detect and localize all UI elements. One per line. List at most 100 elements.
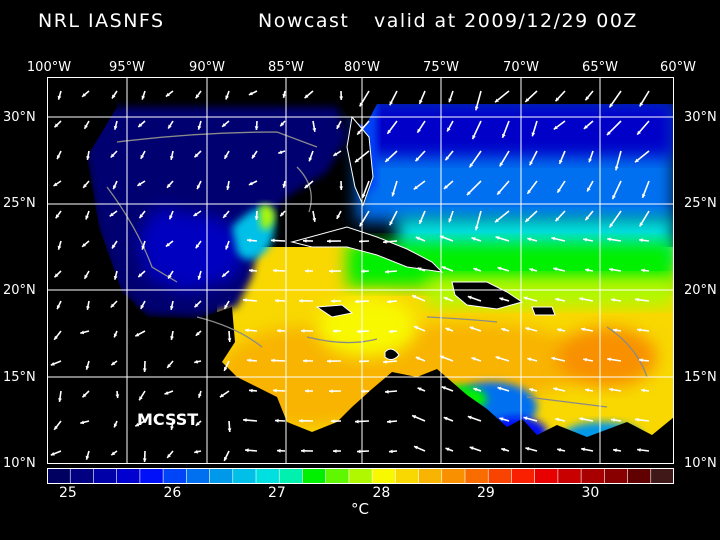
colorbar-swatch — [650, 468, 674, 484]
current-arrowhead — [389, 221, 393, 226]
current-arrowhead — [329, 269, 333, 274]
current-arrowhead — [275, 298, 279, 303]
current-arrowhead — [529, 388, 534, 392]
current-arrowhead — [499, 162, 504, 167]
current-arrowhead — [282, 184, 287, 188]
current-arrowhead — [359, 222, 364, 227]
current-arrowhead — [83, 184, 87, 188]
current-arrowhead — [607, 357, 611, 362]
current-arrowhead — [448, 218, 452, 223]
current-arrowhead — [196, 185, 201, 190]
current-arrowhead — [529, 161, 533, 166]
colorbar-swatch — [487, 468, 513, 484]
isobath-contours — [106, 131, 648, 408]
current-arrowhead — [385, 269, 389, 274]
current-arrowhead — [115, 394, 120, 398]
current-arrowhead — [497, 386, 502, 391]
current-arrowhead — [139, 396, 143, 401]
lat-label-left-25n: 25°N — [3, 196, 36, 211]
current-arrowhead — [248, 181, 253, 186]
colorbar-swatch — [604, 468, 629, 484]
current-arrowhead — [224, 304, 228, 309]
current-arrowhead — [312, 128, 317, 132]
north-america — [47, 77, 674, 127]
lat-lon-grid — [47, 77, 674, 464]
lat-label-right-15n: 15°N — [684, 370, 717, 385]
sst-field — [87, 102, 674, 464]
current-arrowhead — [387, 419, 391, 424]
islas-cayman — [384, 348, 400, 361]
current-arrowhead — [195, 331, 200, 336]
current-arrowhead — [443, 416, 448, 421]
current-arrowhead — [391, 192, 396, 197]
colorbar-swatch — [93, 468, 118, 484]
current-arrowhead — [329, 389, 333, 394]
current-arrowhead — [273, 268, 277, 273]
current-arrowhead — [613, 328, 617, 333]
current-arrowhead — [56, 305, 61, 310]
current-arrowhead — [82, 93, 86, 97]
current-arrowhead — [336, 214, 341, 219]
current-arrowhead — [245, 328, 249, 333]
current-arrowhead — [414, 325, 418, 330]
current-arrowhead — [254, 216, 259, 220]
current-arrowhead — [195, 94, 200, 99]
lat-label-right-30n: 30°N — [684, 110, 717, 125]
sst-map — [47, 77, 674, 464]
current-arrowhead — [523, 416, 528, 421]
current-arrowhead — [301, 448, 305, 453]
current-arrowhead — [224, 456, 228, 461]
current-vectors — [50, 90, 650, 463]
current-arrowhead — [54, 425, 58, 430]
current-arrowhead — [609, 103, 614, 108]
current-arrowhead — [194, 303, 199, 308]
lat-label-right-25n: 25°N — [684, 196, 717, 211]
current-arrowhead — [639, 222, 644, 227]
current-arrowhead — [355, 419, 359, 424]
current-arrowhead — [419, 219, 423, 224]
colorbar-label: 27 — [267, 485, 286, 501]
current-arrowhead — [443, 185, 448, 189]
current-arrowhead — [135, 422, 140, 427]
current-arrowhead — [635, 417, 639, 422]
current-arrowhead — [551, 236, 556, 241]
jamaica — [315, 304, 354, 318]
colorbar — [47, 468, 674, 484]
current-arrowhead — [305, 269, 309, 273]
current-arrowhead — [112, 94, 116, 99]
current-arrowhead — [80, 420, 85, 425]
current-arrowhead — [587, 187, 591, 192]
current-arrowhead — [336, 124, 341, 129]
current-arrowhead — [219, 393, 224, 398]
current-arrowhead — [305, 389, 309, 393]
current-arrowhead — [355, 158, 359, 163]
lon-label-70w: 70°W — [503, 60, 539, 75]
current-arrowhead — [469, 446, 474, 450]
current-arrowhead — [559, 159, 563, 164]
current-arrowhead — [111, 361, 116, 366]
colorbar-swatch — [162, 468, 188, 484]
current-arrowhead — [54, 335, 58, 340]
current-arrowhead — [84, 274, 88, 279]
current-arrowhead — [109, 212, 114, 217]
current-arrowhead — [527, 189, 531, 194]
current-arrowhead — [113, 423, 118, 428]
florida — [346, 115, 374, 207]
current-arrowhead — [583, 357, 587, 362]
current-arrowhead — [331, 419, 335, 423]
current-arrowhead — [165, 92, 170, 97]
current-arrowhead — [224, 154, 228, 159]
current-arrowhead — [501, 327, 506, 332]
current-arrowhead — [249, 388, 253, 393]
current-arrowhead — [389, 449, 393, 454]
current-arrowhead — [135, 332, 140, 337]
colorbar-swatch — [371, 468, 397, 484]
current-arrowhead — [471, 237, 476, 241]
current-arrowhead — [194, 359, 198, 364]
colorbar-swatch — [255, 468, 281, 484]
colorbar-swatch — [627, 468, 652, 484]
current-arrowhead — [55, 214, 60, 219]
current-arrowhead — [448, 98, 452, 103]
product-title: Nowcast — [258, 10, 350, 32]
current-arrowhead — [614, 166, 619, 171]
